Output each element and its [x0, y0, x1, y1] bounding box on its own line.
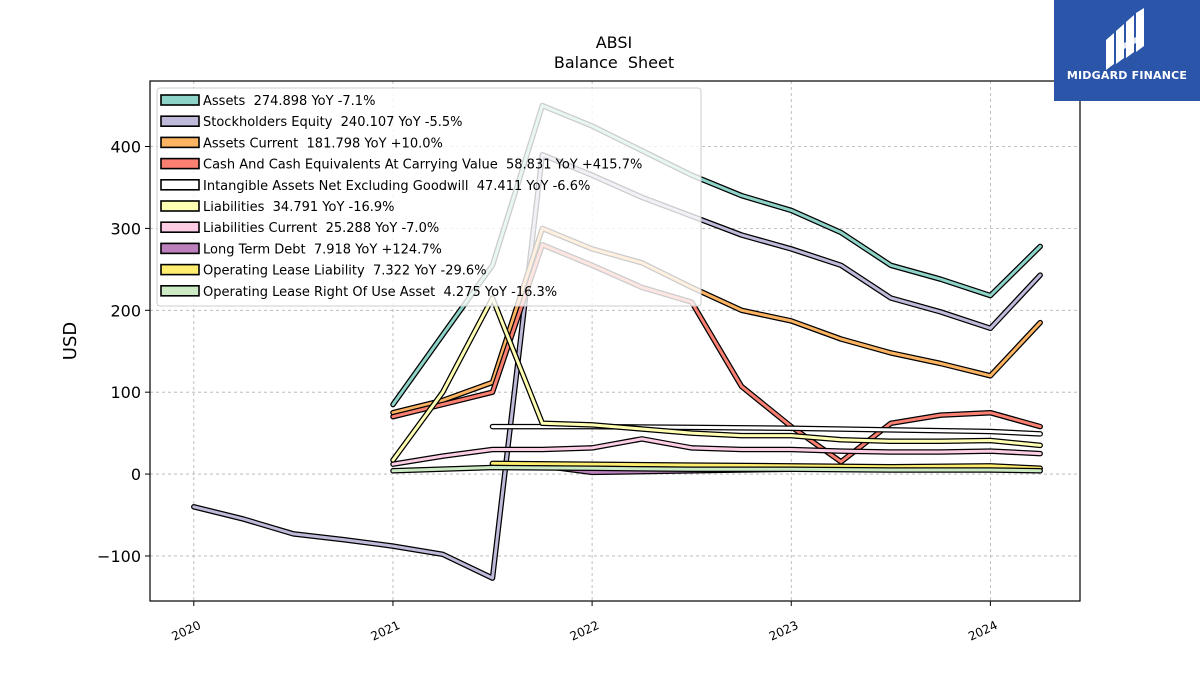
x-tick-label: 2021 [369, 618, 403, 644]
legend-label: Assets Current 181.798 YoY +10.0% [203, 136, 443, 151]
legend-label: Operating Lease Right Of Use Asset 4.275… [203, 285, 557, 300]
legend-swatch [160, 263, 200, 276]
legend-label: Assets 274.898 YoY -7.1% [203, 94, 375, 109]
legend-swatch [160, 242, 200, 255]
legend-label: Stockholders Equity 240.107 YoY -5.5% [203, 115, 463, 130]
y-tick-label: 200 [110, 301, 141, 320]
x-tick-label: 2023 [767, 618, 801, 644]
x-tick-label: 2020 [169, 618, 203, 644]
legend-label: Liabilities 34.791 YoY -16.9% [203, 200, 395, 215]
x-tick-label: 2024 [966, 618, 1000, 644]
series-line-operating-lease-liability [491, 461, 1042, 470]
legend-label: Operating Lease Liability 7.322 YoY -29.… [203, 264, 487, 279]
series-line-liabilities-current [391, 437, 1042, 466]
legend-swatch [160, 179, 200, 191]
plot-frame [149, 80, 1081, 602]
chart-subtitle: Balance Sheet [554, 53, 674, 72]
legend-swatch [160, 94, 200, 106]
midgard-logo-icon [1106, 8, 1144, 70]
legend-box [156, 87, 702, 307]
x-tick-label: 2022 [568, 618, 602, 644]
y-axis-ticks: −100 0 100 200 300 400 [97, 138, 150, 566]
series-line-assets-current [391, 226, 1042, 415]
y-tick-label: 0 [131, 465, 141, 484]
series-line-operating-lease-right-of-use-asset [391, 466, 1042, 473]
x-axis-ticks: 2020 2021 2022 2023 2024 [169, 601, 1000, 644]
brand-logo: MIDGARD FINANCE [1054, 0, 1200, 101]
y-tick-label: −100 [97, 547, 141, 566]
legend-swatch [160, 157, 200, 170]
legend-swatch [160, 221, 200, 233]
legend-swatch [160, 200, 200, 212]
y-tick-label: 300 [110, 219, 141, 238]
legend-swatch [160, 284, 200, 297]
brand-name: MIDGARD FINANCE [1066, 69, 1188, 82]
chart-title: ABSI [596, 33, 633, 52]
series-line-cash-and-cash-equivalents-at-carrying-value [391, 243, 1042, 464]
y-tick-label: 400 [110, 138, 141, 157]
legend-swatch [160, 136, 200, 149]
legend-swatch [160, 115, 200, 127]
y-tick-label: 100 [110, 383, 141, 402]
legend-label: Cash And Cash Equivalents At Carrying Va… [203, 158, 642, 173]
legend-label: Liabilities Current 25.288 YoY -7.0% [203, 221, 439, 236]
legend-label: Intangible Assets Net Excluding Goodwill… [203, 179, 590, 194]
y-axis-label: USD [60, 322, 81, 360]
legend-label: Long Term Debt 7.918 YoY +124.7% [203, 242, 442, 257]
series-line-liabilities [391, 296, 1042, 462]
chart-legend: Assets 274.898 YoY -7.1% Stockholders Equ… [156, 87, 702, 307]
